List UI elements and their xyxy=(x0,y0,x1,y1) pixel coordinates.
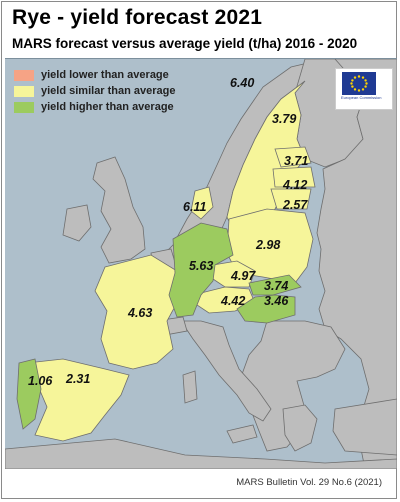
region-italy xyxy=(180,320,272,422)
map-title: Rye - yield forecast 2021 xyxy=(12,6,263,29)
region-slovakia xyxy=(248,274,302,296)
region-germany xyxy=(168,222,234,318)
legend-label-similar: yield similar than average xyxy=(41,85,176,97)
value-label-portugal: 1.06 xyxy=(28,374,53,388)
region-sardinia xyxy=(182,370,198,404)
value-label-spain: 2.31 xyxy=(66,372,91,386)
region-lithuania xyxy=(270,188,312,210)
region-greece xyxy=(282,404,318,452)
region-estonia xyxy=(274,146,312,168)
value-label-poland: 2.98 xyxy=(256,238,281,252)
value-label-denmark: 6.11 xyxy=(183,200,207,214)
map-subtitle: MARS forecast versus average yield (t/ha… xyxy=(12,36,358,51)
eu-flag-icon xyxy=(342,72,376,95)
region-uk xyxy=(92,156,146,264)
value-label-slovakia: 3.74 xyxy=(264,279,289,293)
region-spain xyxy=(26,358,130,442)
value-label-sweden-south: 3.79 xyxy=(272,112,297,126)
region-ireland xyxy=(62,204,92,242)
europe-map xyxy=(5,58,397,469)
region-sicily xyxy=(226,424,258,444)
region-hungary xyxy=(236,294,296,324)
region-turkey xyxy=(332,398,397,456)
region-portugal xyxy=(16,358,42,430)
value-label-france: 4.63 xyxy=(128,306,153,320)
legend: yield lower than average yield similar t… xyxy=(10,66,180,116)
european-commission-logo: European Commission xyxy=(335,68,393,110)
value-label-latvia: 4.12 xyxy=(283,178,308,192)
value-label-czechia: 4.97 xyxy=(231,269,256,283)
legend-label-higher: yield higher than average xyxy=(41,101,174,113)
region-latvia xyxy=(272,166,316,188)
legend-label-lower: yield lower than average xyxy=(41,69,169,81)
logo-text: European Commission xyxy=(341,95,382,100)
legend-swatch-lower xyxy=(14,70,34,81)
value-label-estonia: 3.71 xyxy=(284,154,309,168)
value-label-germany: 5.63 xyxy=(189,259,214,273)
legend-swatch-higher xyxy=(14,102,34,113)
value-label-lithuania: 2.57 xyxy=(283,198,308,212)
region-denmark xyxy=(190,186,214,220)
value-label-austria: 4.42 xyxy=(221,294,246,308)
region-north-africa xyxy=(5,438,397,469)
footer-citation: MARS Bulletin Vol. 29 No.6 (2021) xyxy=(236,477,382,488)
legend-swatch-similar xyxy=(14,86,34,97)
value-label-hungary: 3.46 xyxy=(264,294,289,308)
value-label-sweden-north: 6.40 xyxy=(230,76,255,90)
